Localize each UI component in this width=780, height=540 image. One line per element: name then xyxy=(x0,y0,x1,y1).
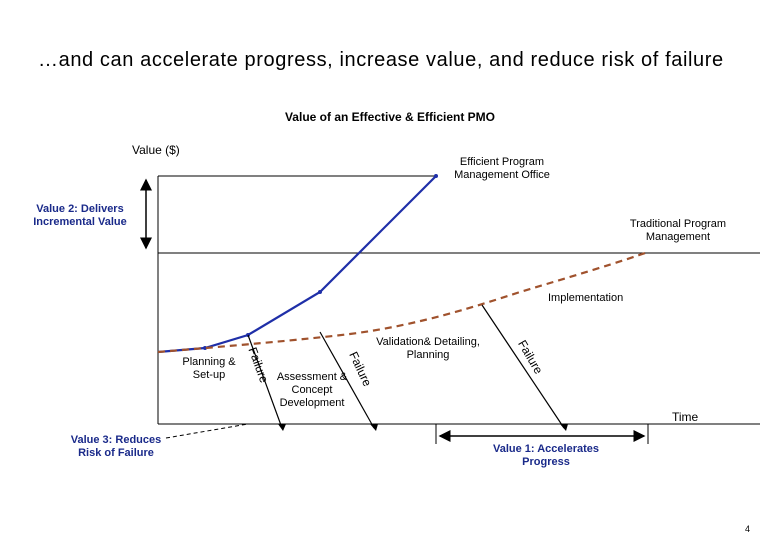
failure-line-2 xyxy=(319,331,375,429)
implementation-label: Implementation xyxy=(548,292,624,304)
traditional-pm-curve xyxy=(157,250,649,354)
phase-planning-setup: Planning & Set-up xyxy=(182,356,236,381)
failure-arrowhead-2 xyxy=(370,424,378,431)
diagram-title: Value of an Effective & Efficient PMO xyxy=(284,110,496,124)
efficient-pmo-curve xyxy=(157,175,437,354)
y-axis-label: Value ($) xyxy=(132,143,180,157)
x-axis-label: Time xyxy=(672,410,699,424)
page-number: 4 xyxy=(744,524,750,534)
failure-line-1 xyxy=(247,334,283,429)
value2-label: Value 2: Delivers Incremental Value xyxy=(33,203,127,228)
phase-validation: Validation& Detailing, Planning xyxy=(376,336,480,361)
slide-title: …and can accelerate progress, increase v… xyxy=(38,49,724,71)
efficient-pmo-point xyxy=(434,174,438,178)
traditional-pm-label: Traditional Program Management xyxy=(629,218,727,243)
value1-label: Value 1: Accelerates Progress xyxy=(493,443,599,468)
efficient-pmo-label: Efficient Program Management Office xyxy=(454,156,550,181)
failure-line-3 xyxy=(481,304,565,429)
value3-pointer xyxy=(165,423,249,439)
failure-arrowhead-3 xyxy=(560,424,568,431)
efficient-pmo-point xyxy=(318,290,322,294)
phase-assessment: Assessment & Concept Development xyxy=(276,371,348,409)
failure-arrowhead-1 xyxy=(278,424,286,431)
value3-label: Value 3: Reduces Risk of Failure xyxy=(70,434,162,459)
